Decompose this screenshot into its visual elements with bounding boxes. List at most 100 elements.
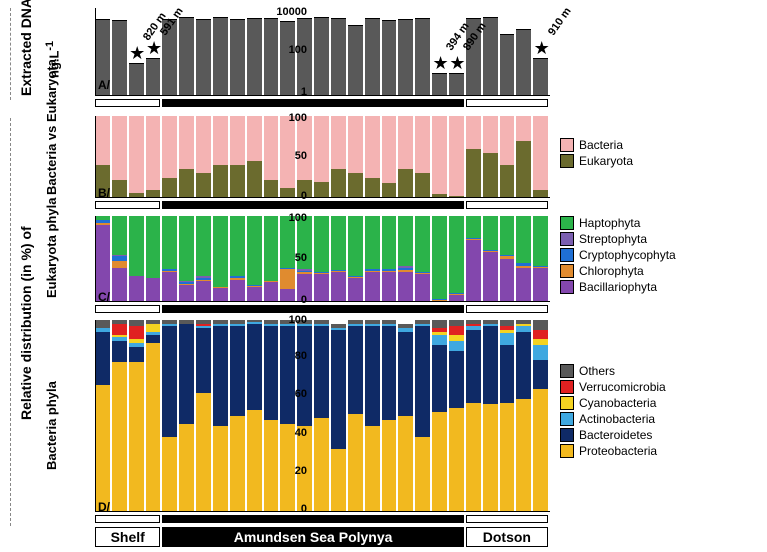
panel-b-letter: B/ bbox=[98, 186, 110, 200]
bar bbox=[466, 116, 481, 198]
bar bbox=[230, 116, 245, 198]
panel-d-tick: 80 bbox=[267, 350, 307, 362]
bar bbox=[331, 18, 346, 96]
ylabel-extracted-dna: Extracted DNA bbox=[18, 0, 34, 96]
region-bar-d bbox=[95, 515, 550, 523]
bar bbox=[230, 320, 245, 512]
bar bbox=[348, 116, 363, 198]
bar bbox=[415, 18, 430, 96]
panel-d-letter: D/ bbox=[98, 500, 110, 514]
bar bbox=[348, 216, 363, 302]
bar bbox=[146, 58, 161, 96]
bar bbox=[146, 216, 161, 302]
bar bbox=[129, 63, 144, 96]
ylabel-panel-b: Bacteria vs Eukaryota bbox=[44, 59, 59, 195]
bar bbox=[348, 320, 363, 512]
bar bbox=[297, 320, 312, 512]
bar bbox=[415, 216, 430, 302]
bar bbox=[432, 73, 447, 96]
panel-c-tick: 50 bbox=[267, 252, 307, 264]
panel-a-tick: 100 bbox=[267, 44, 307, 56]
bar bbox=[398, 324, 413, 512]
ylabel-relative-dist: Relative distribution (in %) of bbox=[18, 226, 34, 420]
bar bbox=[466, 320, 481, 512]
region-label: Shelf bbox=[95, 527, 160, 547]
panel-b-tick: 100 bbox=[267, 112, 307, 124]
star-icon: ★ bbox=[146, 38, 162, 59]
legend-label: Chlorophyta bbox=[579, 264, 644, 278]
bar bbox=[95, 320, 110, 512]
legend-label: Bacteria bbox=[579, 138, 623, 152]
bar bbox=[162, 320, 177, 512]
legend-label: Actinobacteria bbox=[579, 412, 655, 426]
bar bbox=[533, 320, 548, 512]
bar bbox=[179, 216, 194, 302]
bar bbox=[264, 18, 279, 96]
bar bbox=[483, 320, 498, 512]
region-bar-a bbox=[95, 99, 550, 107]
legend-swatch bbox=[560, 154, 574, 168]
legend-swatch bbox=[560, 248, 574, 262]
bar bbox=[365, 18, 380, 96]
panel-d bbox=[95, 320, 550, 512]
region-seg bbox=[162, 201, 463, 209]
legend-label: Cryptophycophyta bbox=[579, 248, 676, 262]
bar bbox=[365, 320, 380, 512]
legend-label: Bacteroidetes bbox=[579, 428, 652, 442]
bar bbox=[466, 216, 481, 302]
bar bbox=[516, 29, 531, 96]
region-seg bbox=[95, 305, 160, 313]
bar bbox=[213, 116, 228, 198]
legend-panel-c: HaptophytaStreptophytaCryptophycophytaCh… bbox=[560, 216, 676, 296]
bar bbox=[230, 216, 245, 302]
legend-swatch bbox=[560, 138, 574, 152]
bar bbox=[146, 116, 161, 198]
panel-d-tick: 60 bbox=[267, 388, 307, 400]
bar bbox=[500, 320, 515, 512]
legend-swatch bbox=[560, 396, 574, 410]
panel-c bbox=[95, 216, 550, 302]
bar bbox=[196, 19, 211, 96]
legend-label: Proteobacteria bbox=[579, 444, 657, 458]
bar bbox=[500, 116, 515, 198]
region-seg bbox=[95, 99, 160, 107]
legend-item: Cyanobacteria bbox=[560, 396, 666, 410]
bar bbox=[179, 116, 194, 198]
bar bbox=[314, 320, 329, 512]
region-seg bbox=[466, 201, 548, 209]
legend-item: Chlorophyta bbox=[560, 264, 676, 278]
bar bbox=[247, 216, 262, 302]
panel-a: ★820 m★591 m★394 m★890 m★910 m bbox=[95, 8, 550, 96]
legend-label: Eukaryota bbox=[579, 154, 633, 168]
legend-item: Bacteria bbox=[560, 138, 633, 152]
legend-item: Others bbox=[560, 364, 666, 378]
legend-swatch bbox=[560, 428, 574, 442]
bar bbox=[264, 320, 279, 512]
legend-label: Verrucomicrobia bbox=[579, 380, 666, 394]
legend-label: Others bbox=[579, 364, 615, 378]
bar bbox=[280, 320, 295, 512]
ylabel-panel-c: Eukaryota phyla bbox=[44, 198, 59, 298]
panel-a-tick: 1 bbox=[267, 86, 307, 98]
star-icon: ★ bbox=[432, 53, 448, 74]
x-axis-region-labels: ShelfAmundsen Sea PolynyaDotson bbox=[95, 527, 550, 547]
legend-item: Actinobacteria bbox=[560, 412, 666, 426]
bar bbox=[129, 216, 144, 302]
bar bbox=[516, 320, 531, 512]
bar bbox=[533, 58, 548, 96]
region-bar-b bbox=[95, 201, 550, 209]
bar bbox=[112, 20, 127, 96]
bar bbox=[382, 116, 397, 198]
legend-swatch bbox=[560, 216, 574, 230]
star-icon: ★ bbox=[449, 53, 465, 74]
legend-label: Streptophyta bbox=[579, 232, 647, 246]
star-icon: ★ bbox=[129, 43, 145, 64]
region-bar-c bbox=[95, 305, 550, 313]
bar bbox=[348, 25, 363, 96]
legend-label: Bacillariophyta bbox=[579, 280, 657, 294]
region-seg bbox=[162, 515, 463, 523]
legend-panel-d: Others Verrucomicrobia Cyanobacteria Actino… bbox=[560, 364, 666, 460]
legend-swatch bbox=[560, 280, 574, 294]
bar bbox=[314, 216, 329, 302]
bar bbox=[382, 20, 397, 96]
